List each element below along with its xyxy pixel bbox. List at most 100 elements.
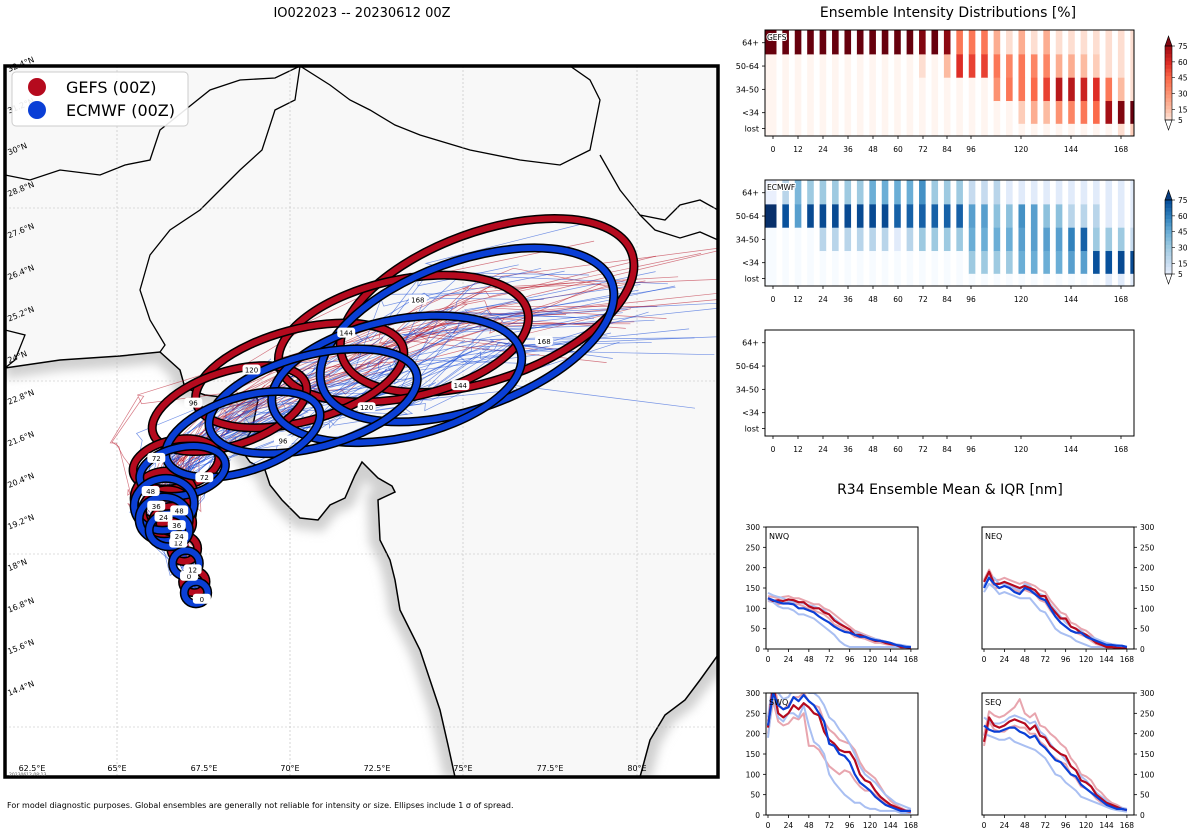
lon-label: 75°E	[453, 764, 472, 773]
heatmap-cell	[894, 123, 901, 137]
heatmap-cell	[931, 204, 939, 229]
heatmap-cell	[1055, 180, 1063, 205]
heatmap-xtick-label: 60	[893, 445, 903, 454]
heatmap-cell	[832, 227, 839, 252]
heatmap-row-label: 34-50	[736, 235, 759, 244]
map-stamp: 20230612 08:13	[9, 772, 46, 778]
heatmap-cell	[981, 180, 988, 205]
heatmap-cell	[919, 101, 926, 125]
heatmap-cell	[1068, 227, 1075, 252]
colorbar-segment	[1165, 229, 1172, 234]
heatmap-cell	[931, 54, 939, 79]
hour-label-text: 144	[340, 330, 354, 338]
heatmap-cell	[1006, 180, 1013, 205]
colorbar-segment	[1165, 211, 1172, 216]
heatmap-cell	[943, 273, 951, 287]
heatmap-xtick-label: 0	[771, 295, 776, 304]
heatmap-xtick-label: 72	[918, 145, 928, 154]
r34-ytick-label: 100	[746, 770, 761, 779]
heatmap-cell	[1105, 204, 1113, 229]
heatmap-cell	[832, 204, 839, 229]
heatmap-cell	[1043, 251, 1050, 275]
heatmap-cell	[1093, 180, 1100, 205]
heatmap-cell	[931, 273, 939, 287]
hour-label: 48	[170, 505, 189, 516]
heatmap-cell	[968, 251, 976, 275]
heatmap-cell	[1018, 204, 1026, 229]
colorbar-segment	[1165, 203, 1172, 208]
r34-xtick-label: 24	[784, 821, 794, 830]
heatmap-row-label: 50-64	[736, 362, 759, 371]
heatmap-xtick-label: 60	[893, 145, 903, 154]
colorbar-frame	[1164, 45, 1173, 121]
heatmap-cell	[1006, 77, 1013, 102]
heatmap-cell	[869, 54, 876, 79]
heatmap-cell	[856, 77, 864, 102]
heatmap-empty: 64+ 50-64 34-50 <34 lost 0 12 24 36 48 60 72 84 96 120…	[736, 329, 1135, 454]
heatmap-cell	[832, 101, 839, 125]
heatmap-cell	[782, 101, 789, 125]
heatmap-xtick-label: 36	[843, 145, 853, 154]
heatmap-cell	[981, 77, 988, 102]
heatmap-cell	[794, 77, 802, 102]
heatmap-frame	[764, 179, 1135, 287]
heatmap-xtick-label: 24	[818, 145, 828, 154]
heatmap-cell	[1006, 123, 1013, 137]
heatmap-cell	[869, 180, 876, 205]
colorbar-max-arrow	[1164, 35, 1173, 47]
hour-label-bg	[141, 486, 160, 497]
mean-ellipses: 0122436487296120144168012243648729612014…	[128, 213, 639, 609]
heatmap-cell	[1068, 204, 1075, 229]
heatmap-cell	[794, 227, 802, 252]
heatmap-cell	[1105, 273, 1113, 287]
heatmap-cell	[856, 251, 864, 275]
heatmap-cell	[919, 54, 926, 79]
r34-ytick-label: 0	[755, 811, 760, 820]
heatmap-cell	[1093, 30, 1100, 55]
heatmap-cell	[869, 30, 876, 55]
hour-label-bg	[195, 472, 214, 483]
hour-label-bg	[337, 327, 356, 338]
heatmap-cell	[956, 101, 963, 125]
heatmap-cell	[819, 180, 827, 205]
heatmap-cell	[1043, 30, 1050, 55]
r34-series-line	[983, 698, 1128, 811]
heatmap-cell	[981, 101, 988, 125]
heatmap-cell	[881, 101, 889, 125]
colorbar-tick-label: 30	[1178, 90, 1188, 99]
heatmap-cell	[1117, 77, 1125, 102]
ellipse-0	[181, 578, 211, 607]
heatmap-cell	[807, 54, 814, 79]
heatmap-cell	[1055, 251, 1063, 275]
heatmap-cell	[1030, 101, 1038, 125]
colorbar-segment	[1165, 251, 1172, 256]
heatmap-cell	[1043, 204, 1050, 229]
r34-ytick-label: 100	[1140, 604, 1155, 613]
hour-label-bg	[170, 531, 189, 542]
heatmap-cell	[1068, 180, 1075, 205]
heatmap-cell	[794, 180, 802, 205]
heatmap-cell	[919, 273, 926, 287]
heatmap-xtick-label: 144	[1064, 145, 1079, 154]
heatmap-cell	[1068, 273, 1075, 287]
heatmap-cell	[981, 251, 988, 275]
heatmap-cell	[1043, 54, 1050, 79]
heatmap-cell	[993, 30, 1001, 55]
heatmap-cell	[807, 77, 814, 102]
heatmap-cell	[765, 204, 777, 229]
colorbar-segment	[1165, 248, 1172, 253]
lon-label: 65°E	[107, 764, 126, 773]
heatmap-cell	[782, 180, 789, 205]
hour-label: 36	[167, 520, 186, 531]
heatmap-cell	[794, 273, 802, 287]
heatmap-cell	[919, 30, 926, 55]
heatmap-cell	[869, 77, 876, 102]
heatmap-cell	[1105, 54, 1113, 79]
colorbar-segment	[1165, 214, 1172, 219]
heatmap-cell	[1030, 273, 1038, 287]
heatmap-cell	[1068, 54, 1075, 79]
heatmap-row-label: <34	[742, 259, 759, 268]
colorbar-gefs: 75 60 45 30 15 5	[1164, 35, 1188, 131]
ellipse-48	[131, 475, 198, 534]
heatmap-cell	[1117, 101, 1125, 125]
